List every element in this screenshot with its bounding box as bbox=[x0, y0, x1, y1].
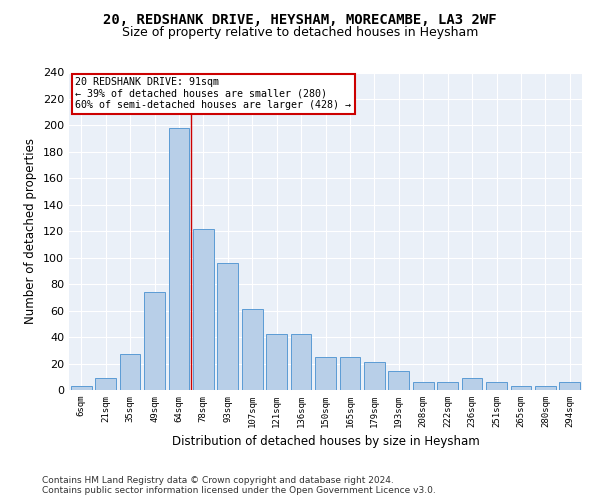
Bar bbox=[364, 362, 385, 390]
Bar bbox=[217, 263, 238, 390]
Bar bbox=[193, 228, 214, 390]
Bar bbox=[511, 386, 532, 390]
Bar bbox=[119, 354, 140, 390]
Y-axis label: Number of detached properties: Number of detached properties bbox=[25, 138, 37, 324]
Bar bbox=[461, 378, 482, 390]
Bar bbox=[95, 378, 116, 390]
Bar bbox=[413, 382, 434, 390]
Bar bbox=[535, 386, 556, 390]
Text: Size of property relative to detached houses in Heysham: Size of property relative to detached ho… bbox=[122, 26, 478, 39]
Bar bbox=[388, 372, 409, 390]
Bar bbox=[315, 357, 336, 390]
Bar bbox=[437, 382, 458, 390]
Bar bbox=[290, 334, 311, 390]
Bar bbox=[169, 128, 190, 390]
X-axis label: Distribution of detached houses by size in Heysham: Distribution of detached houses by size … bbox=[172, 436, 479, 448]
Text: 20, REDSHANK DRIVE, HEYSHAM, MORECAMBE, LA3 2WF: 20, REDSHANK DRIVE, HEYSHAM, MORECAMBE, … bbox=[103, 12, 497, 26]
Bar bbox=[486, 382, 507, 390]
Bar bbox=[266, 334, 287, 390]
Bar bbox=[242, 310, 263, 390]
Bar bbox=[559, 382, 580, 390]
Bar bbox=[71, 386, 92, 390]
Text: Contains HM Land Registry data © Crown copyright and database right 2024.
Contai: Contains HM Land Registry data © Crown c… bbox=[42, 476, 436, 495]
Bar bbox=[144, 292, 165, 390]
Text: 20 REDSHANK DRIVE: 91sqm
← 39% of detached houses are smaller (280)
60% of semi-: 20 REDSHANK DRIVE: 91sqm ← 39% of detach… bbox=[75, 78, 351, 110]
Bar bbox=[340, 357, 361, 390]
